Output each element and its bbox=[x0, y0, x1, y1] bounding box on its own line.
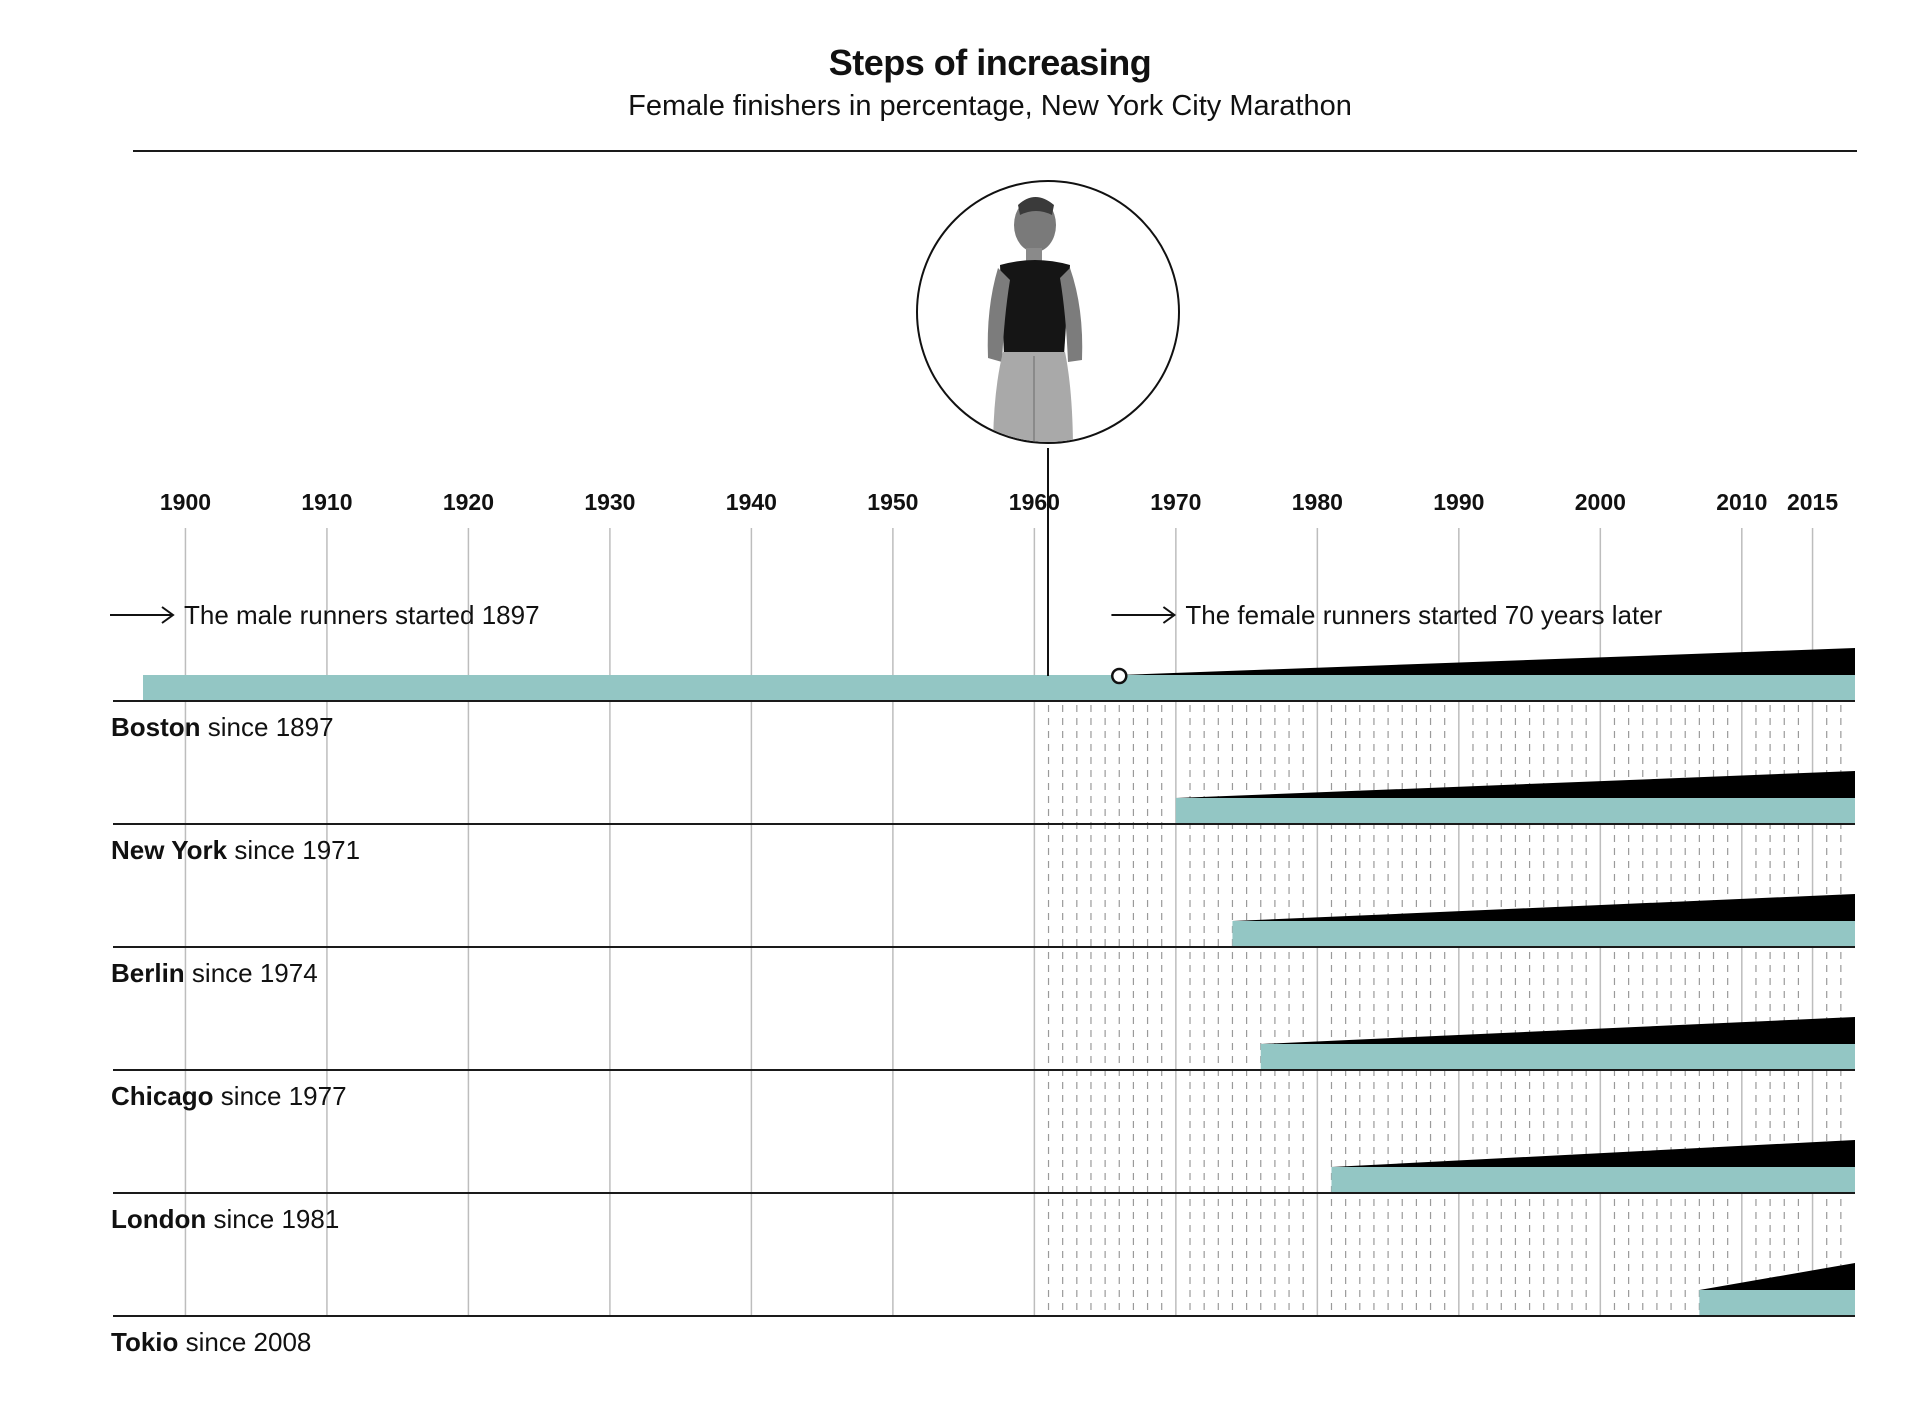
gridlines bbox=[184, 528, 1842, 1316]
bar-london bbox=[1331, 1167, 1855, 1193]
annotation-text-1: The male runners started 1897 bbox=[184, 600, 540, 630]
row-label-boston: Boston since 1897 bbox=[111, 712, 334, 742]
tick-label-2015: 2015 bbox=[1787, 489, 1838, 515]
bar-berlin bbox=[1232, 921, 1855, 947]
annotation-arrow-head-1 bbox=[161, 606, 175, 624]
wedge-boston bbox=[1119, 648, 1855, 675]
chart-subtitle: Female finishers in percentage, New York… bbox=[628, 90, 1352, 122]
row-label-london: London since 1981 bbox=[111, 1204, 339, 1234]
tick-label-1900: 1900 bbox=[160, 489, 211, 515]
tick-label-1960: 1960 bbox=[1009, 489, 1060, 515]
tick-label-1930: 1930 bbox=[584, 489, 635, 515]
wedge-tokio bbox=[1699, 1263, 1855, 1290]
tick-label-1950: 1950 bbox=[867, 489, 918, 515]
wedge-london bbox=[1331, 1140, 1855, 1167]
tick-label-1980: 1980 bbox=[1292, 489, 1343, 515]
wedge-chicago bbox=[1260, 1017, 1855, 1044]
x-axis-ticks: 1900 1910 1920 1930 1940 1950 1960 1970 1980 1990… bbox=[160, 489, 1838, 515]
tick-label-1990: 1990 bbox=[1433, 489, 1484, 515]
tick-label-2000: 2000 bbox=[1575, 489, 1626, 515]
tick-label-1910: 1910 bbox=[301, 489, 352, 515]
tick-label-1970: 1970 bbox=[1150, 489, 1201, 515]
tick-label-1940: 1940 bbox=[726, 489, 777, 515]
runner-photo bbox=[916, 180, 1180, 444]
runner-figure bbox=[987, 197, 1083, 442]
annotation-arrow-head-2 bbox=[1162, 606, 1177, 624]
annotation-text-2: The female runners started 70 years late… bbox=[1185, 600, 1662, 630]
bar-new-york bbox=[1175, 798, 1855, 824]
tick-label-2010: 2010 bbox=[1716, 489, 1767, 515]
annotations: The male runners started 1897 The female … bbox=[110, 600, 1663, 630]
tick-label-1920: 1920 bbox=[443, 489, 494, 515]
row-label-chicago: Chicago since 1977 bbox=[111, 1081, 347, 1111]
city-rows: Boston since 1897 New York since 1971 Berl… bbox=[111, 648, 1855, 1357]
row-label-berlin: Berlin since 1974 bbox=[111, 958, 318, 988]
bar-chicago bbox=[1260, 1044, 1855, 1070]
female-start-marker bbox=[1111, 667, 1128, 685]
bar-tokio bbox=[1699, 1290, 1855, 1316]
wedge-new-york bbox=[1175, 771, 1855, 798]
row-label-tokio: Tokio since 2008 bbox=[111, 1327, 311, 1357]
bar-boston bbox=[143, 675, 1855, 701]
chart-title: Steps of increasing bbox=[828, 42, 1152, 83]
wedge-berlin bbox=[1232, 894, 1855, 921]
row-label-new-york: New York since 1971 bbox=[111, 835, 360, 865]
